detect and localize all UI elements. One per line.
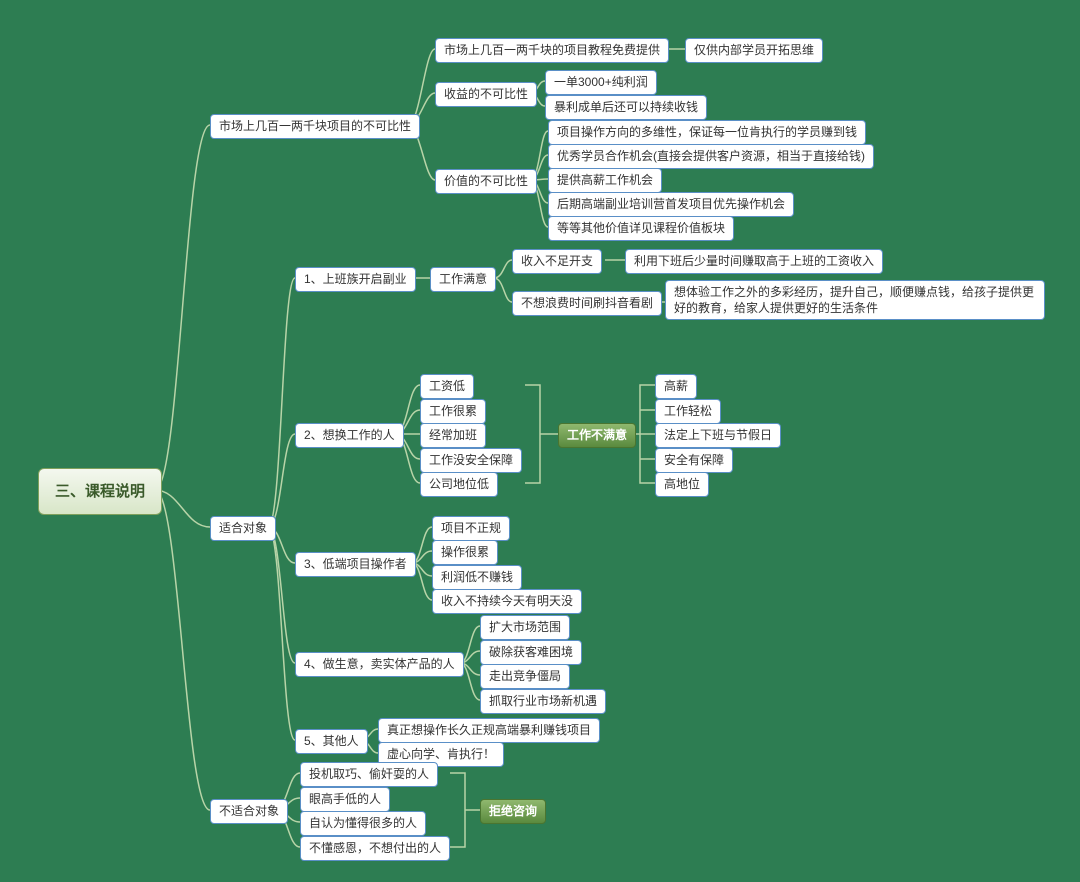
node-b2-2-1[interactable]: 工资低 bbox=[420, 374, 474, 399]
node-b1-3-4[interactable]: 后期高端副业培训营首发项目优先操作机会 bbox=[548, 192, 794, 217]
connectors bbox=[0, 0, 1080, 882]
node-b2-2-r1[interactable]: 高薪 bbox=[655, 374, 697, 399]
root-node[interactable]: 三、课程说明 bbox=[38, 468, 162, 515]
node-b2-3-3[interactable]: 利润低不赚钱 bbox=[432, 565, 522, 590]
node-b2-3-1[interactable]: 项目不正规 bbox=[432, 516, 510, 541]
node-b3-1[interactable]: 投机取巧、偷奸耍的人 bbox=[300, 762, 438, 787]
node-b2-2-2[interactable]: 工作很累 bbox=[420, 399, 486, 424]
node-b2-1-1-1-1[interactable]: 利用下班后少量时间赚取高于上班的工资收入 bbox=[625, 249, 883, 274]
node-b1-2-1[interactable]: 一单3000+纯利润 bbox=[545, 70, 657, 95]
node-b2-2-mid[interactable]: 工作不满意 bbox=[558, 423, 636, 448]
node-b3[interactable]: 不适合对象 bbox=[210, 799, 288, 824]
node-b2-1-1[interactable]: 工作满意 bbox=[430, 267, 496, 292]
node-b2-2-r4[interactable]: 安全有保障 bbox=[655, 448, 733, 473]
node-b2-2-4[interactable]: 工作没安全保障 bbox=[420, 448, 522, 473]
node-b2-1-1-1[interactable]: 收入不足开支 bbox=[512, 249, 602, 274]
node-b1-3-3[interactable]: 提供高薪工作机会 bbox=[548, 168, 662, 193]
node-b2-3-2[interactable]: 操作很累 bbox=[432, 540, 498, 565]
node-b1-3[interactable]: 价值的不可比性 bbox=[435, 169, 537, 194]
node-b2-2-r5[interactable]: 高地位 bbox=[655, 472, 709, 497]
node-b2-1-1-2[interactable]: 不想浪费时间刷抖音看剧 bbox=[512, 291, 662, 316]
node-b2-2-5[interactable]: 公司地位低 bbox=[420, 472, 498, 497]
node-b3-4[interactable]: 不懂感恩，不想付出的人 bbox=[300, 836, 450, 861]
node-b2-4-2[interactable]: 破除获客难困境 bbox=[480, 640, 582, 665]
node-b2-3[interactable]: 3、低端项目操作者 bbox=[295, 552, 416, 577]
node-b2-4-1[interactable]: 扩大市场范围 bbox=[480, 615, 570, 640]
node-b3-3[interactable]: 自认为懂得很多的人 bbox=[300, 811, 426, 836]
node-b2-2-r2[interactable]: 工作轻松 bbox=[655, 399, 721, 424]
node-b2-1[interactable]: 1、上班族开启副业 bbox=[295, 267, 416, 292]
node-b1-3-2[interactable]: 优秀学员合作机会(直接会提供客户资源，相当于直接给钱) bbox=[548, 144, 874, 169]
node-b2-2-r3[interactable]: 法定上下班与节假日 bbox=[655, 423, 781, 448]
node-b3-mid[interactable]: 拒绝咨询 bbox=[480, 799, 546, 824]
node-b2-4-4[interactable]: 抓取行业市场新机遇 bbox=[480, 689, 606, 714]
node-b1-3-5[interactable]: 等等其他价值详见课程价值板块 bbox=[548, 216, 734, 241]
node-b1[interactable]: 市场上几百一两千块项目的不可比性 bbox=[210, 114, 420, 139]
node-b1-1-1[interactable]: 仅供内部学员开拓思维 bbox=[685, 38, 823, 63]
node-b3-2[interactable]: 眼高手低的人 bbox=[300, 787, 390, 812]
node-b2[interactable]: 适合对象 bbox=[210, 516, 276, 541]
node-b1-2-2[interactable]: 暴利成单后还可以持续收钱 bbox=[545, 95, 707, 120]
node-b2-4[interactable]: 4、做生意，卖实体产品的人 bbox=[295, 652, 464, 677]
node-b1-3-1[interactable]: 项目操作方向的多维性，保证每一位肯执行的学员赚到钱 bbox=[548, 120, 866, 145]
node-b2-1-1-2-1[interactable]: 想体验工作之外的多彩经历，提升自己，顺便赚点钱，给孩子提供更好的教育，给家人提供… bbox=[665, 280, 1045, 320]
node-b2-3-4[interactable]: 收入不持续今天有明天没 bbox=[432, 589, 582, 614]
node-b1-1[interactable]: 市场上几百一两千块的项目教程免费提供 bbox=[435, 38, 669, 63]
node-b2-4-3[interactable]: 走出竞争僵局 bbox=[480, 664, 570, 689]
node-b2-2[interactable]: 2、想换工作的人 bbox=[295, 423, 404, 448]
node-b1-2[interactable]: 收益的不可比性 bbox=[435, 82, 537, 107]
node-b2-5-1[interactable]: 真正想操作长久正规高端暴利赚钱项目 bbox=[378, 718, 600, 743]
node-b2-5[interactable]: 5、其他人 bbox=[295, 729, 368, 754]
node-b2-2-3[interactable]: 经常加班 bbox=[420, 423, 486, 448]
